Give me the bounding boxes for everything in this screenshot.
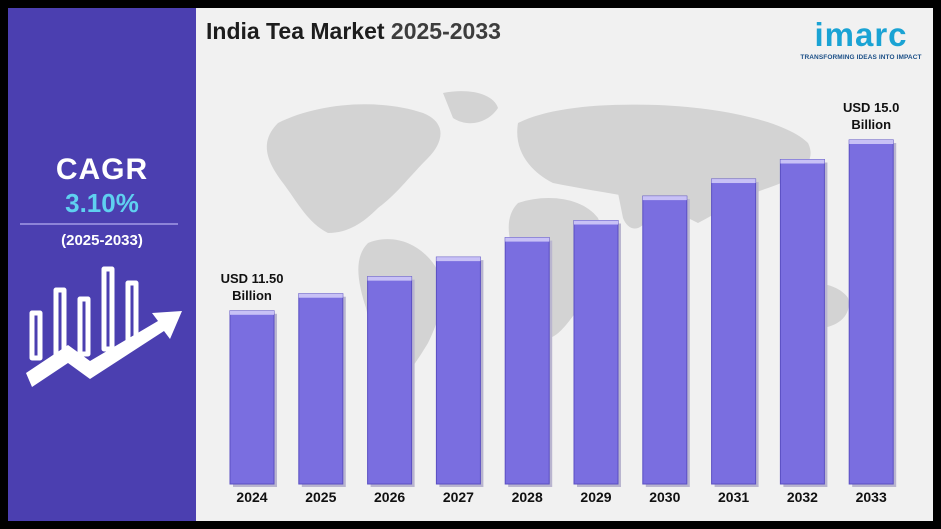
tick-label-2032: 2032: [787, 489, 818, 505]
bar-top: [298, 293, 343, 298]
bar-body: [298, 293, 344, 485]
bar-body: [229, 310, 275, 485]
bar-top: [367, 276, 412, 281]
tick-label-2026: 2026: [374, 489, 405, 505]
tick-label-2031: 2031: [718, 489, 749, 505]
bar-top: [505, 237, 550, 242]
bar-top: [642, 196, 687, 201]
tick-label-2033: 2033: [856, 489, 887, 505]
tick-label-2030: 2030: [649, 489, 680, 505]
bar-body: [779, 159, 825, 485]
bar-2030: [642, 195, 690, 487]
growth-chart-arrow-icon: [26, 266, 182, 387]
bar-top: [436, 257, 481, 262]
bar-body: [367, 276, 413, 485]
bar-2024: [229, 310, 277, 487]
bar-body: [642, 195, 688, 485]
infographic-frame: CAGR 3.10% (2025-2033) India Tea Market …: [8, 8, 933, 521]
logo-wordmark: imarc: [814, 16, 908, 53]
cagr-value: 3.10%: [65, 188, 139, 218]
logo-tagline: TRANSFORMING IDEAS INTO IMPACT: [800, 54, 922, 61]
data-label-2033: USD 15.0: [843, 100, 899, 115]
bar-body: [573, 220, 619, 485]
data-label-2024: USD 11.50: [221, 271, 284, 286]
sidebar-divider: [20, 223, 178, 225]
bar-body: [848, 139, 894, 485]
bar-body: [504, 237, 550, 485]
bar-body: [435, 256, 481, 485]
bar-2025: [298, 293, 346, 487]
chart-title: India Tea Market 2025-2033: [206, 18, 501, 45]
tick-label-2027: 2027: [443, 489, 474, 505]
bar-top: [230, 310, 274, 315]
bar-2027: [435, 256, 484, 487]
cagr-period: (2025-2033): [61, 232, 143, 249]
bar-2028: [504, 237, 553, 487]
tick-label-2029: 2029: [580, 489, 611, 505]
bar-top: [574, 220, 618, 225]
bar-chart: 2024 2025 2026 2027 2028 2029 2030 2031 2032 2033…: [221, 100, 900, 505]
bar-top: [849, 140, 894, 144]
bar-top: [780, 159, 825, 164]
data-label-2033: Billion: [851, 117, 891, 132]
title-years: 2025-2033: [390, 18, 501, 44]
cagr-label: CAGR: [55, 153, 149, 186]
tick-label-2028: 2028: [512, 489, 543, 505]
imarc-logo: imarc TRANSFORMING IDEAS INTO IMPACT: [796, 16, 926, 66]
title-main: India Tea Market: [206, 18, 385, 44]
bar-top: [711, 179, 756, 184]
bar-2026: [367, 276, 415, 487]
bar-2033: [848, 139, 897, 487]
bar-2029: [573, 220, 621, 487]
bar-body: [711, 178, 757, 485]
cagr-sidebar: CAGR 3.10% (2025-2033): [8, 8, 196, 521]
tick-label-2025: 2025: [305, 489, 336, 505]
tick-label-2024: 2024: [236, 489, 267, 505]
bar-2032: [779, 159, 828, 487]
data-label-2024: Billion: [232, 288, 272, 303]
bar-2031: [711, 178, 759, 488]
